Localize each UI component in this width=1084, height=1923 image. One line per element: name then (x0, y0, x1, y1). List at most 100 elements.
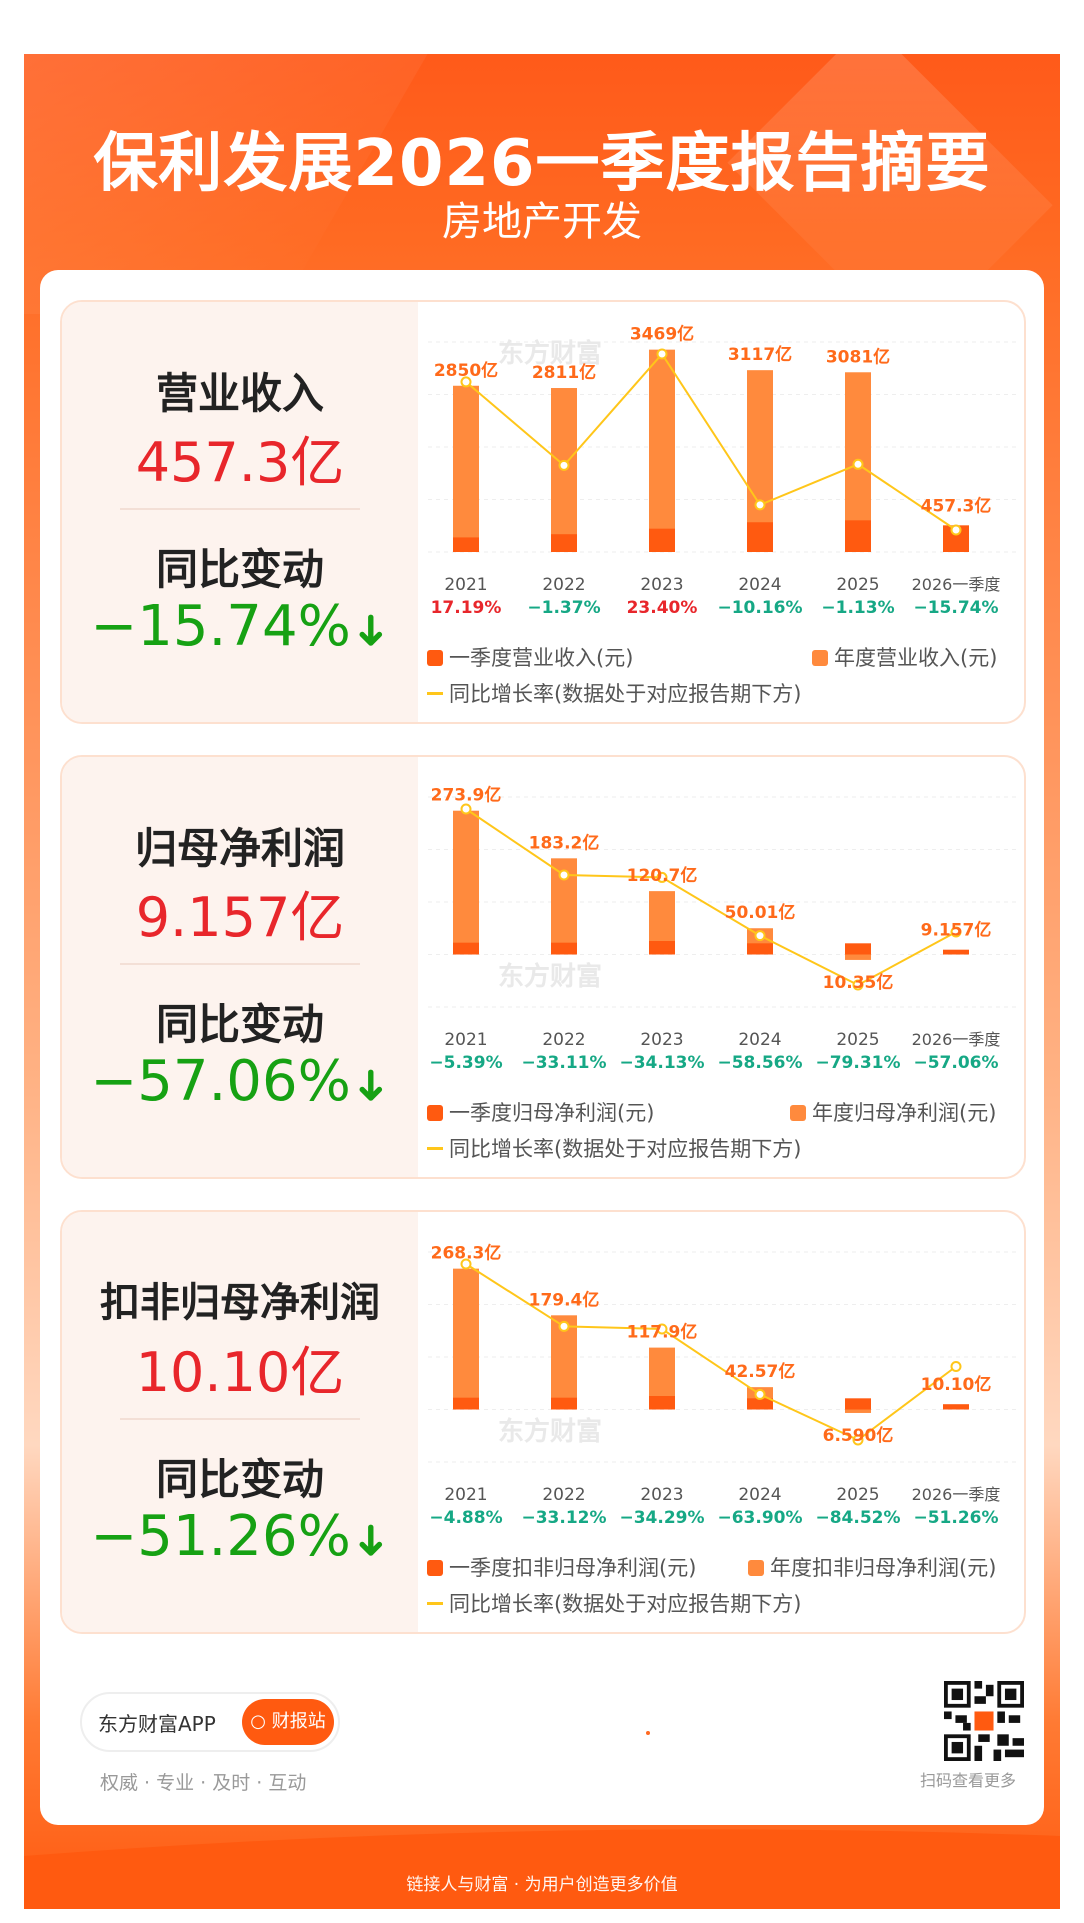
growth-line (465, 1263, 957, 1442)
annual-bar (747, 370, 773, 552)
metric-label: 归母净利润 (134, 824, 345, 873)
growth-point (754, 930, 766, 942)
x-tick-label: 2021 (444, 1485, 487, 1505)
x-tick-label: 2024 (738, 575, 781, 595)
growth-rate-label: −79.31% (815, 1053, 900, 1073)
growth-point (754, 1388, 766, 1400)
bottom-wave (24, 1829, 1060, 1909)
watermark: 东方财富 (498, 1416, 602, 1447)
bar-value-label: 179.4亿 (529, 1289, 600, 1310)
bar-value-label: 268.3亿 (431, 1243, 502, 1264)
deducted-net-profit-chart: 东方财富 268.3亿 179.4亿 117.9亿 42.57亿 6.590亿 10.10亿… (428, 1243, 1016, 1528)
growth-point (950, 1360, 962, 1372)
growth-rate-label: 23.40% (627, 598, 698, 618)
legend-growth: 同比增长率(数据处于对应报告期下方) (427, 1133, 801, 1163)
growth-rate-label: −57.06% (913, 1053, 998, 1073)
change-value: −15.74%➜ (90, 594, 397, 659)
decorative-dot (646, 1731, 650, 1735)
quarter-bar (453, 1397, 479, 1410)
bar-value-label: 50.01亿 (725, 902, 796, 923)
growth-rate-label: −1.13% (821, 598, 894, 618)
growth-rate-label: −4.88% (429, 1508, 502, 1528)
revenue-panel: 营业收入 457.3亿 同比变动 −15.74%➜ 东方财富 2850亿 2811亿… (60, 300, 1026, 724)
quarter-bar (845, 1398, 871, 1410)
qr-code-icon[interactable] (944, 1681, 1024, 1761)
legend-line (427, 1147, 443, 1150)
growth-point (460, 803, 472, 815)
metric-summary: 扣非归母净利润 10.10亿 同比变动 −51.26%➜ (62, 1212, 418, 1632)
growth-rate-label: −33.11% (521, 1053, 606, 1073)
legend-annual: 年度归母净利润(元) (790, 1097, 996, 1127)
quarter-bar (747, 943, 773, 955)
growth-rate-label: −63.90% (717, 1508, 802, 1528)
quarter-bar (845, 943, 871, 955)
x-tick-label: 2021 (444, 575, 487, 595)
growth-rate-label: −34.29% (619, 1508, 704, 1528)
legend-line (427, 1602, 443, 1605)
bar-value-label: 3117亿 (728, 344, 792, 365)
metric-value: 10.10亿 (135, 1341, 345, 1404)
growth-rate-label: −33.12% (521, 1508, 606, 1528)
x-tick-label: 2024 (738, 1485, 781, 1505)
growth-rate-label: −5.39% (429, 1053, 502, 1073)
bar-value-label: 3469亿 (630, 324, 694, 345)
quarter-bar (649, 1396, 675, 1410)
legend-growth: 同比增长率(数据处于对应报告期下方) (427, 678, 801, 708)
legend-swatch (748, 1560, 764, 1576)
bottom-slogan: 链接人与财富 · 为用户创造更多价值 (406, 1875, 678, 1895)
change-label: 同比变动 (155, 1000, 324, 1049)
change-value: −51.26%➜ (90, 1504, 397, 1569)
legend-swatch (427, 650, 443, 666)
x-tick-label: 2026一季度 (912, 1485, 1001, 1504)
growth-point (656, 1323, 668, 1335)
bar-value-label: 117.9亿 (627, 1322, 698, 1343)
net-profit-chart: 东方财富 273.9亿 183.2亿 120.7亿 50.01亿 10.35亿 9.157亿… (428, 785, 1016, 1073)
legend-quarter: 一季度营业收入(元) (427, 642, 633, 672)
x-tick-label: 2022 (542, 575, 585, 595)
divider (120, 963, 360, 965)
quarter-bar (747, 522, 773, 552)
annual-bar (453, 385, 479, 552)
change-label: 同比变动 (155, 1455, 324, 1504)
metric-value: 9.157亿 (135, 886, 345, 949)
annual-bar (845, 1409, 871, 1413)
legend-annual: 年度营业收入(元) (812, 642, 997, 672)
deducted-net-profit-panel: 扣非归母净利润 10.10亿 同比变动 −51.26%➜ 东方财富 268.3亿 1… (60, 1210, 1026, 1634)
x-tick-label: 2025 (836, 575, 879, 595)
divider (120, 508, 360, 510)
bar-value-label: 3081亿 (826, 346, 890, 367)
growth-point (460, 376, 472, 388)
growth-point (852, 458, 864, 470)
bar-value-label: 273.9亿 (431, 785, 502, 806)
change-label: 同比变动 (155, 545, 324, 594)
x-tick-label: 2023 (640, 1485, 683, 1505)
app-pill[interactable]: 东方财富APP ○ 财报站 (80, 1692, 340, 1752)
growth-point (950, 926, 962, 938)
x-tick-label: 2021 (444, 1030, 487, 1050)
report-station-button[interactable]: ○ 财报站 (242, 1699, 334, 1745)
page-subtitle: 房地产开发 (442, 199, 642, 245)
x-tick-label: 2023 (640, 575, 683, 595)
change-value: −57.06%➜ (90, 1049, 397, 1114)
quarter-bar (943, 1404, 969, 1410)
page-title: 保利发展2026一季度报告摘要 (93, 127, 991, 201)
annual-bar (649, 349, 675, 552)
growth-rate-label: −15.74% (913, 598, 998, 618)
quarter-bar (747, 1398, 773, 1410)
metric-label: 营业收入 (155, 369, 324, 418)
x-tick-label: 2026一季度 (912, 1030, 1001, 1049)
growth-point (656, 871, 668, 883)
quarter-bar (551, 534, 577, 552)
bar-value-label: 10.10亿 (921, 1374, 992, 1395)
tagline: 权威 · 专业 · 及时 · 互动 (100, 1772, 307, 1794)
arrow-down-icon: ➜ (345, 612, 397, 649)
legend-swatch (427, 1560, 443, 1576)
quarter-bar (551, 1397, 577, 1410)
growth-point (852, 979, 864, 991)
bar-value-label: 183.2亿 (529, 832, 600, 853)
bar-value-label: 2811亿 (532, 362, 596, 383)
quarter-bar (551, 942, 577, 955)
bar-value-label: 457.3亿 (921, 495, 992, 516)
qr-caption: 扫码查看更多 (920, 1771, 1017, 1790)
